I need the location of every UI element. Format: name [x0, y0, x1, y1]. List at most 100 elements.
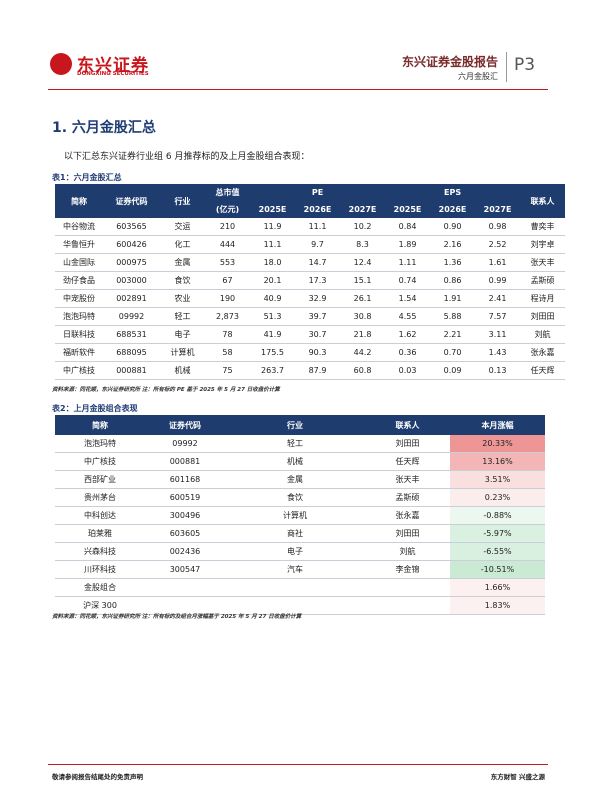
table-cell: 1.54: [385, 289, 431, 308]
table-row: 日联科技 688531 电子 78 41.9 30.7 21.8 1.62 2.21 3.11 刘航: [55, 325, 566, 344]
table-cell: 20.33%: [450, 435, 545, 453]
table-cell: 任天辉: [520, 361, 566, 380]
logo-subtext: DONGXING SECURITIES: [77, 71, 149, 77]
logo-icon: [50, 53, 72, 75]
table-cell: 化工: [160, 235, 205, 254]
table-cell: 计算机: [225, 506, 365, 525]
table-cell: 78: [205, 325, 250, 344]
table-row: 中科创达 300496 计算机 张永嘉 -0.88%: [55, 506, 545, 525]
table-cell: 000881: [145, 452, 225, 471]
table-cell: 300496: [145, 506, 225, 525]
table-cell: 51.3: [250, 307, 295, 326]
table-cell: 553: [205, 253, 250, 272]
table-cell: 1.89: [385, 235, 431, 254]
table-row: 川环科技 300547 汽车 李金锦 -10.51%: [55, 560, 545, 579]
table-cell: 贵州茅台: [55, 488, 145, 507]
table-cell: 58: [205, 343, 250, 362]
table-cell: 金股组合: [55, 578, 145, 597]
table-cell: 0.74: [385, 271, 431, 290]
table-cell: 任天辉: [365, 452, 450, 471]
header-cell: 联系人: [520, 184, 566, 218]
section-title: 1. 六月金股汇总: [52, 120, 156, 136]
header-cell: EPS: [385, 184, 521, 201]
table-cell: 40.9: [250, 289, 295, 308]
header-cell: 2025E: [385, 201, 431, 218]
table-note: 资料来源：同花顺，东兴证券研究所 注：所有标的 PE 基于 2025 年 5 月…: [52, 387, 280, 393]
table-cell: 30.7: [295, 325, 340, 344]
table-cell: 000975: [103, 253, 160, 272]
table-cell: 刘宇卓: [520, 235, 566, 254]
table-cell: 2.52: [475, 235, 521, 254]
report-title: 东兴证券金股报告: [401, 55, 498, 69]
table-row: 兴森科技 002436 电子 刘航 -6.55%: [55, 542, 545, 561]
table-cell: 李金锦: [365, 560, 450, 579]
header-cell: 总市值: [205, 184, 250, 201]
table-cell: 1.66%: [450, 578, 545, 597]
table-cell: 11.1: [295, 218, 340, 236]
table-cell: 电子: [225, 542, 365, 561]
table-row: 珀莱雅 603605 商社 刘田田 -5.97%: [55, 524, 545, 543]
table-row: 山金国际 000975 金属 553 18.0 14.7 12.4 1.11 1.36 1.61 张…: [55, 253, 566, 272]
table-cell: 泡泡玛特: [55, 307, 103, 326]
table-cell: 0.70: [430, 343, 476, 362]
table-cell: 劲仔食品: [55, 271, 103, 290]
table-row: 中谷物流 603565 交运 210 11.9 11.1 10.2 0.84 0.90 0.98 曹…: [55, 218, 566, 236]
table-cell: 444: [205, 235, 250, 254]
table-row: 华鲁恒升 600426 化工 444 11.1 9.7 8.3 1.89 2.16 2.52 刘宇卓: [55, 235, 566, 254]
table-cell: 刘田田: [520, 307, 566, 326]
table-cell: 中宠股份: [55, 289, 103, 308]
table-cell: 0.99: [475, 271, 521, 290]
table-cell: 刘田田: [365, 435, 450, 453]
header-cell: 本月涨幅: [450, 415, 545, 435]
table-caption: 表1：六月金股汇总: [52, 173, 122, 182]
table-cell: 688531: [103, 325, 160, 344]
table-row: 中广核技 000881 机械 任天辉 13.16%: [55, 452, 545, 471]
summary-row: 金股组合 1.66%: [55, 578, 545, 597]
header-cell: 简称: [55, 415, 145, 435]
table-cell: 1.61: [475, 253, 521, 272]
table-cell: 泡泡玛特: [55, 435, 145, 453]
summary-row: 沪深 300 1.83%: [55, 596, 545, 615]
table-cell: 0.98: [475, 218, 521, 236]
table-cell: 中谷物流: [55, 218, 103, 236]
table-row: 泡泡玛特 09992 轻工 刘田田 20.33%: [55, 435, 545, 453]
table: 简称 证券代码 行业 联系人 本月涨幅 泡泡玛特 09992 轻工 刘田田 20.33% 中广核技 0…: [55, 415, 545, 615]
header-row: (亿元) 2025E 2026E 2027E 2025E 2026E 2027E: [55, 201, 565, 218]
table-cell: 003000: [103, 271, 160, 290]
table-cell: 0.36: [385, 343, 431, 362]
table-cell: 日联科技: [55, 325, 103, 344]
table-cell: 刘田田: [365, 524, 450, 543]
table-cell: 程诗月: [520, 289, 566, 308]
table-row: 劲仔食品 003000 食饮 67 20.1 17.3 15.1 0.74 0.86 0.99 孟斯…: [55, 271, 566, 290]
table-cell: 1.36: [430, 253, 476, 272]
header-cell: 证券代码: [145, 415, 225, 435]
table-cell: 0.23%: [450, 488, 545, 507]
header-row: 简称 证券代码 行业 联系人 本月涨幅: [55, 415, 545, 435]
table-cell: 食饮: [225, 488, 365, 507]
table-cell: 1.11: [385, 253, 431, 272]
table-cell: 2.21: [430, 325, 476, 344]
table-cell: 轻工: [225, 435, 365, 453]
table-cell: 2.16: [430, 235, 476, 254]
table-cell: 1.43: [475, 343, 521, 362]
report-subtitle: 六月金股汇: [458, 72, 498, 81]
table-cell: 曹奕丰: [520, 218, 566, 236]
table-cell: 12.4: [340, 253, 386, 272]
table-cell: 44.2: [340, 343, 386, 362]
table-cell: 263.7: [250, 361, 295, 380]
table-cell: 210: [205, 218, 250, 236]
table-cell: 10.2: [340, 218, 386, 236]
header-cell: PE: [250, 184, 386, 201]
table-cell: 汽车: [225, 560, 365, 579]
table-cell: 机械: [225, 452, 365, 471]
table-cell: 17.3: [295, 271, 340, 290]
table-row: 中广核技 000881 机械 75 263.7 87.9 60.8 0.03 0.09 0.13 任…: [55, 361, 566, 380]
table-cell: 41.9: [250, 325, 295, 344]
footer-disclaimer: 敬请参阅报告结尾处的免责声明: [52, 773, 143, 781]
table: 简称 证券代码 行业 总市值 PE EPS 联系人 (亿元) 2025E 2026E 2027E 20…: [55, 184, 566, 380]
table-cell: 2,873: [205, 307, 250, 326]
table-cell: 张天丰: [365, 470, 450, 489]
table-cell: 张永嘉: [520, 343, 566, 362]
table-cell: 金属: [225, 470, 365, 489]
